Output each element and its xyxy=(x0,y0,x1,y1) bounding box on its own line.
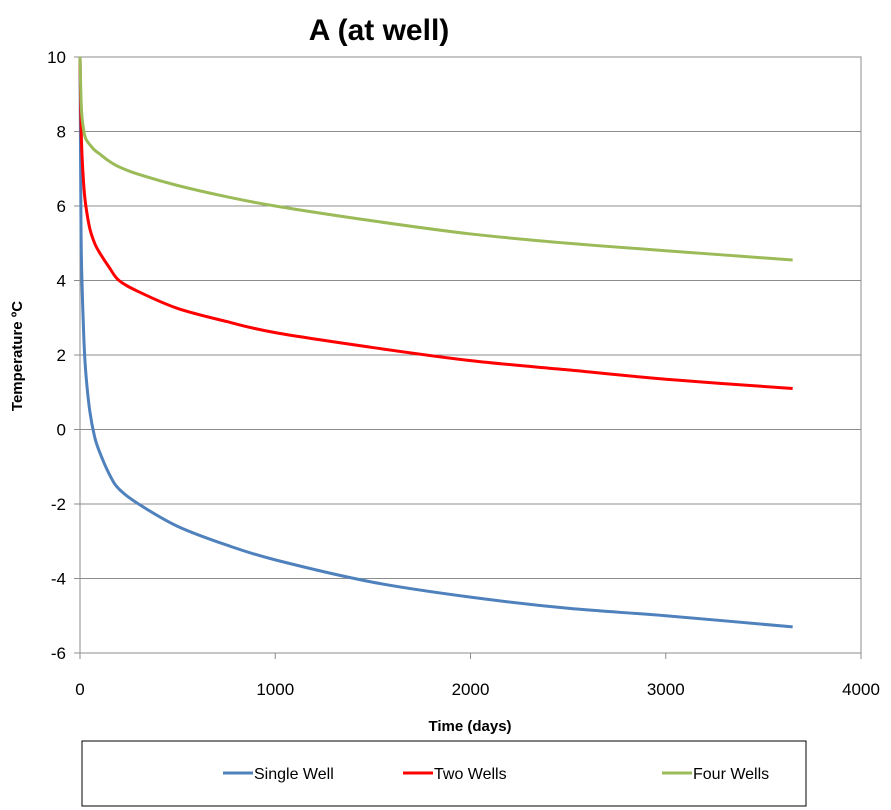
series-line-four-wells xyxy=(80,57,793,260)
y-tick-label: 6 xyxy=(57,197,66,216)
labels-layer: 10 8 6 4 2 0 -2 -4 -6 0 1000 2000 3000 4000 xyxy=(47,48,880,699)
x-tick-label: 2000 xyxy=(452,680,490,699)
series-line-two-wells xyxy=(80,57,793,389)
y-tick-label: 4 xyxy=(57,272,66,291)
x-tick-label: 3000 xyxy=(647,680,685,699)
y-tick-label: 2 xyxy=(57,346,66,365)
y-tick-label: 10 xyxy=(47,48,66,67)
chart-title: A (at well) xyxy=(309,14,450,47)
x-tick-label: 4000 xyxy=(842,680,880,699)
legend-label-four-wells: Four Wells xyxy=(693,766,769,783)
y-tick-label: -4 xyxy=(51,570,66,589)
series-line-single-well xyxy=(80,57,793,627)
axes-layer xyxy=(74,57,861,659)
x-axis-title: Time (days) xyxy=(428,718,511,735)
legend-label-single-well: Single Well xyxy=(254,766,334,783)
y-tick-label: -2 xyxy=(51,495,66,514)
legend-label-two-wells: Two Wells xyxy=(434,766,507,783)
x-tick-label: 0 xyxy=(75,680,84,699)
series-layer xyxy=(80,57,793,627)
x-tick-label: 1000 xyxy=(256,680,294,699)
y-tick-label: 8 xyxy=(57,123,66,142)
y-tick-label: -6 xyxy=(51,644,66,663)
y-tick-label: 0 xyxy=(57,421,66,440)
grid-layer xyxy=(80,57,861,653)
y-axis-title: Temperature ºC xyxy=(9,301,26,411)
